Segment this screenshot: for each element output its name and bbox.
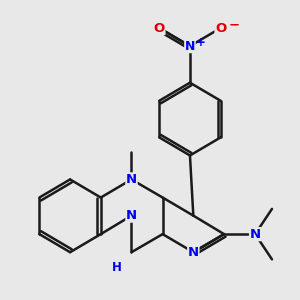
Text: N: N bbox=[126, 173, 137, 186]
Text: N: N bbox=[188, 246, 199, 259]
Text: −: − bbox=[229, 19, 240, 32]
Text: N: N bbox=[185, 40, 195, 52]
Text: N: N bbox=[250, 228, 261, 241]
Text: +: + bbox=[196, 36, 206, 49]
Text: O: O bbox=[215, 22, 226, 34]
Text: O: O bbox=[154, 22, 165, 34]
Text: H: H bbox=[111, 261, 121, 274]
Text: N: N bbox=[126, 209, 137, 222]
